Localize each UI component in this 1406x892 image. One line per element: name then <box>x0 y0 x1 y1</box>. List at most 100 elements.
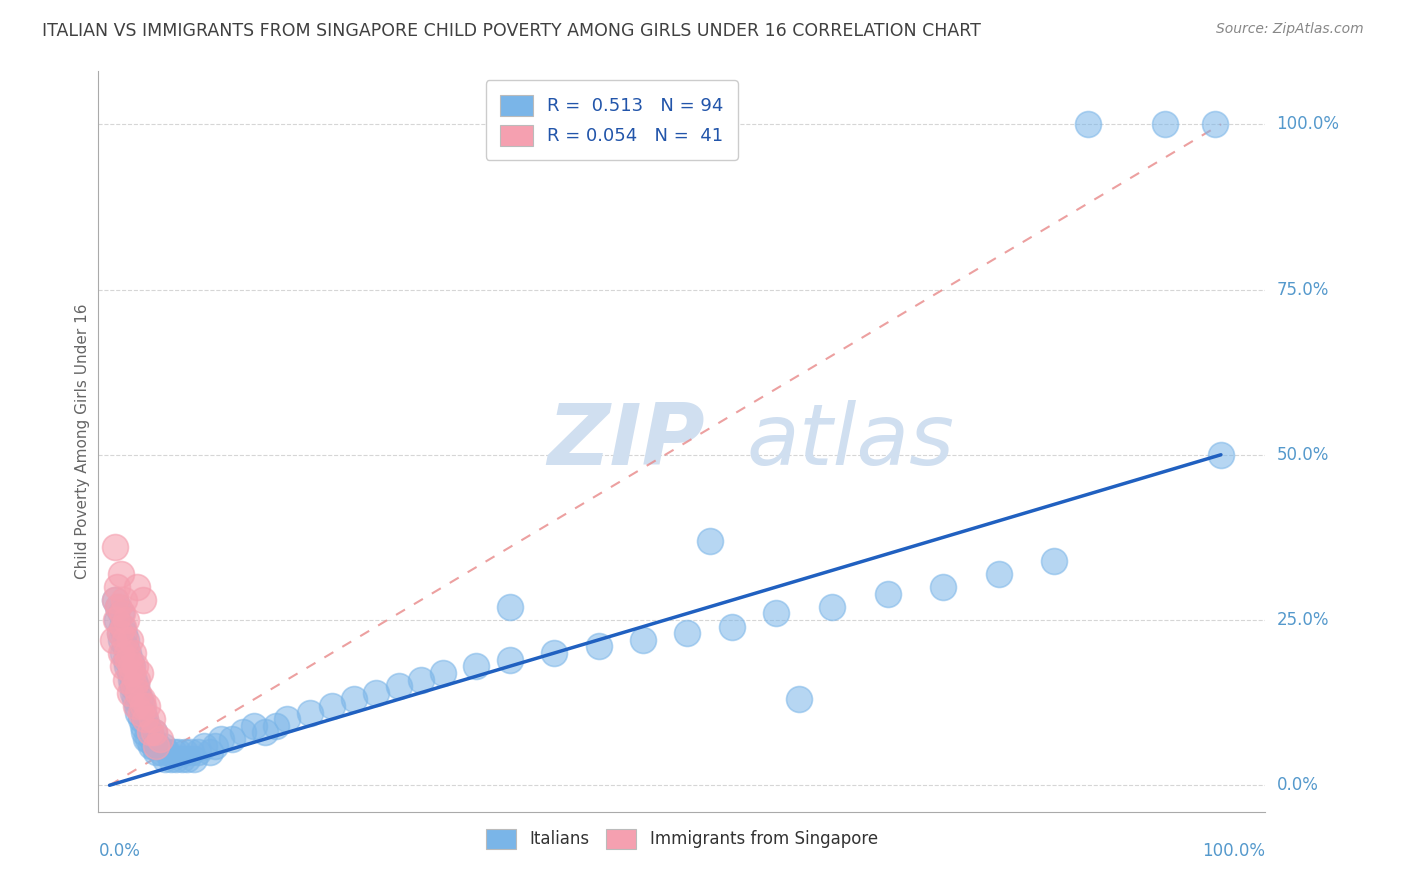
Point <box>676 626 699 640</box>
Point <box>111 607 134 621</box>
Point <box>111 620 134 634</box>
Point <box>232 725 254 739</box>
Point <box>136 719 159 733</box>
Point <box>209 731 232 746</box>
Point <box>114 632 136 647</box>
Text: 75.0%: 75.0% <box>1277 280 1329 299</box>
Point <box>1209 448 1232 462</box>
Point <box>101 632 124 647</box>
Point <box>115 632 138 647</box>
Point <box>110 632 132 647</box>
Point <box>112 593 135 607</box>
Text: ITALIAN VS IMMIGRANTS FROM SINGAPORE CHILD POVERTY AMONG GIRLS UNDER 16 CORRELAT: ITALIAN VS IMMIGRANTS FROM SINGAPORE CHI… <box>42 22 981 40</box>
Point <box>138 725 160 739</box>
Point <box>105 613 128 627</box>
Text: atlas: atlas <box>747 400 955 483</box>
Point <box>264 719 287 733</box>
Point <box>132 706 155 720</box>
Point <box>117 653 139 667</box>
Point <box>121 679 143 693</box>
Point <box>105 613 128 627</box>
Point <box>134 712 156 726</box>
Point <box>107 599 129 614</box>
Point <box>821 599 844 614</box>
Point <box>108 626 131 640</box>
Point <box>111 659 134 673</box>
Text: 100.0%: 100.0% <box>1202 842 1265 860</box>
Point <box>543 646 565 660</box>
Point <box>117 659 139 673</box>
Point <box>366 686 388 700</box>
Point <box>127 698 149 713</box>
Point <box>432 665 454 680</box>
Point <box>276 712 298 726</box>
Point <box>699 533 721 548</box>
Point <box>588 640 610 654</box>
Text: 0.0%: 0.0% <box>1277 776 1319 794</box>
Point <box>145 745 167 759</box>
Point <box>115 673 138 687</box>
Point <box>122 673 145 687</box>
Point <box>135 731 157 746</box>
Point <box>128 692 150 706</box>
Point <box>110 566 132 581</box>
Point <box>129 706 152 720</box>
Point <box>721 620 744 634</box>
Point <box>343 692 366 706</box>
Point <box>131 692 153 706</box>
Point <box>143 725 166 739</box>
Point <box>1204 117 1226 131</box>
Point <box>132 719 155 733</box>
Point <box>1077 117 1099 131</box>
Point <box>198 745 221 759</box>
Point <box>141 731 163 746</box>
Point <box>139 739 162 753</box>
Point <box>127 673 149 687</box>
Point <box>105 580 128 594</box>
Point <box>183 752 205 766</box>
Point <box>124 692 146 706</box>
Point <box>170 752 193 766</box>
Point <box>108 626 131 640</box>
Point <box>159 752 181 766</box>
Point <box>387 679 409 693</box>
Point <box>409 673 432 687</box>
Point <box>131 698 153 713</box>
Point <box>122 679 145 693</box>
Text: 50.0%: 50.0% <box>1277 446 1329 464</box>
Point <box>127 706 149 720</box>
Point <box>127 580 149 594</box>
Point <box>107 599 129 614</box>
Point <box>110 607 132 621</box>
Point <box>110 646 132 660</box>
Point <box>148 731 170 746</box>
Point <box>118 632 141 647</box>
Point <box>498 599 520 614</box>
Point <box>987 566 1010 581</box>
Point <box>167 745 190 759</box>
Point <box>165 752 187 766</box>
Point <box>145 739 167 753</box>
Point <box>153 752 176 766</box>
Point <box>117 646 139 660</box>
Point <box>204 739 226 753</box>
Point <box>498 653 520 667</box>
Point <box>143 725 166 739</box>
Point <box>125 698 148 713</box>
Point <box>121 659 143 673</box>
Point <box>112 626 135 640</box>
Point <box>104 593 127 607</box>
Point <box>114 640 136 654</box>
Text: 100.0%: 100.0% <box>1277 115 1340 133</box>
Point <box>143 739 166 753</box>
Point <box>152 739 174 753</box>
Point <box>111 646 134 660</box>
Point <box>120 659 142 673</box>
Point <box>120 673 142 687</box>
Point <box>156 745 179 759</box>
Point <box>124 659 146 673</box>
Point <box>180 745 202 759</box>
Point <box>321 698 343 713</box>
Point <box>221 731 243 746</box>
Point <box>1154 117 1177 131</box>
